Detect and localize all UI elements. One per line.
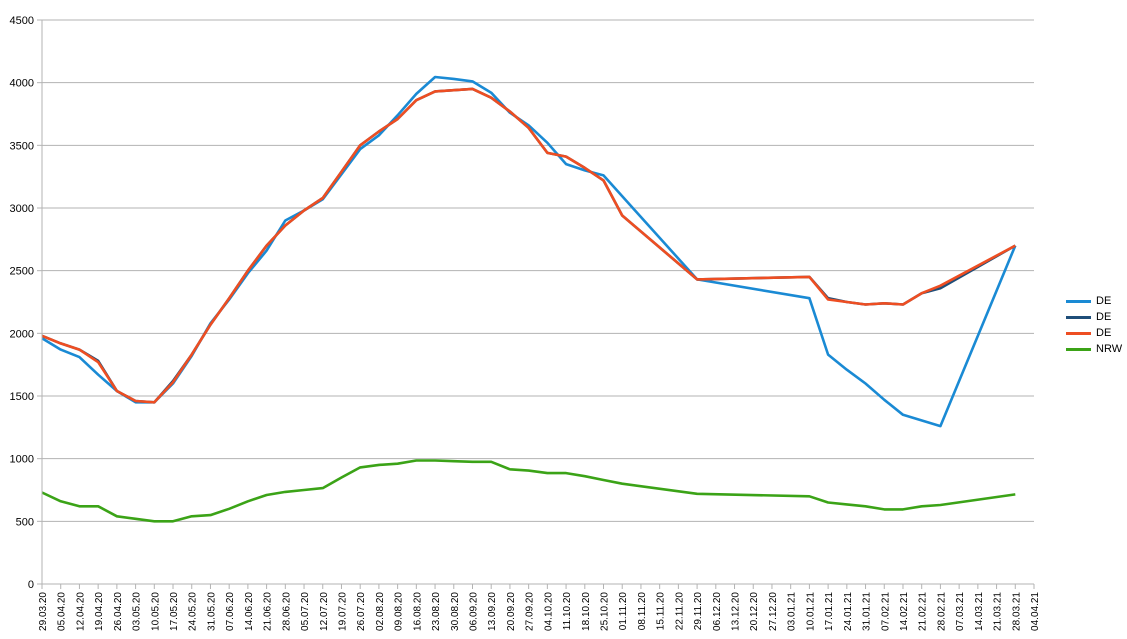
y-tick-label: 4000: [10, 78, 34, 90]
x-tick-label: 17.01.21: [824, 592, 835, 631]
x-tick-label: 02.08.20: [375, 592, 386, 631]
x-tick-label: 17.05.20: [169, 592, 180, 631]
y-tick-label: 4500: [10, 15, 34, 27]
y-axis-ticks: 0 500 1000 1500 2000 2500 3000 3500 4000 4500: [10, 15, 42, 591]
x-tick-label: 13.09.20: [487, 592, 498, 631]
legend-swatch: [1066, 331, 1091, 335]
legend-swatch: [1066, 315, 1091, 319]
y-tick-label: 500: [16, 516, 34, 528]
legend-label: DE: [1096, 295, 1112, 307]
x-tick-label: 13.12.20: [731, 592, 742, 631]
x-tick-label: 26.04.20: [113, 592, 124, 631]
x-tick-label: 07.06.20: [225, 592, 236, 631]
x-tick-label: 08.11.20: [637, 592, 648, 631]
x-tick-label: 05.04.20: [57, 592, 68, 631]
x-tick-label: 06.12.20: [712, 592, 723, 631]
y-tick-label: 1500: [10, 391, 34, 403]
x-tick-label: 04.04.21: [1030, 592, 1041, 631]
x-tick-label: 19.04.20: [94, 592, 105, 631]
y-tick-label: 3000: [10, 203, 34, 215]
x-tick-label: 16.08.20: [412, 592, 423, 631]
x-tick-label: 03.01.21: [787, 592, 798, 631]
x-axis-ticks: 29.03.20 05.04.20 12.04.20 19.04.20 26.04.20…: [38, 584, 1041, 631]
x-tick-label: 28.03.21: [1011, 592, 1022, 631]
x-tick-label: 21.02.21: [918, 592, 929, 631]
x-tick-label: 21.06.20: [263, 592, 274, 631]
x-tick-label: 28.02.21: [936, 592, 947, 631]
legend-label: DE: [1096, 311, 1112, 323]
legend: DE DE DE NRW: [1066, 293, 1122, 357]
x-tick-label: 28.06.20: [281, 592, 292, 631]
x-tick-label: 27.09.20: [525, 592, 536, 631]
legend-item: DE: [1066, 293, 1122, 309]
x-tick-label: 26.07.20: [356, 592, 367, 631]
legend-label: DE: [1096, 327, 1112, 339]
x-tick-label: 07.03.21: [955, 592, 966, 631]
x-tick-label: 11.10.20: [562, 592, 573, 631]
x-tick-label: 24.05.20: [188, 592, 199, 631]
x-tick-label: 19.07.20: [337, 592, 348, 631]
x-tick-label: 07.02.21: [880, 592, 891, 631]
y-tick-label: 2000: [10, 328, 34, 340]
legend-swatch: [1066, 299, 1091, 303]
legend-swatch: [1066, 347, 1091, 351]
x-tick-label: 24.01.21: [843, 592, 854, 631]
x-tick-label: 12.07.20: [319, 592, 330, 631]
x-tick-label: 21.03.21: [993, 592, 1004, 631]
x-tick-label: 23.08.20: [431, 592, 442, 631]
x-tick-label: 01.11.20: [618, 592, 629, 631]
y-tick-label: 0: [28, 579, 34, 591]
legend-item: NRW: [1066, 341, 1122, 357]
x-tick-label: 25.10.20: [600, 592, 611, 631]
x-tick-label: 20.12.20: [749, 592, 760, 631]
x-tick-label: 05.07.20: [300, 592, 311, 631]
x-tick-label: 18.10.20: [581, 592, 592, 631]
legend-item: DE: [1066, 309, 1122, 325]
x-tick-label: 06.09.20: [468, 592, 479, 631]
x-tick-label: 29.03.20: [38, 592, 49, 631]
x-tick-label: 22.11.20: [674, 592, 685, 631]
series-lines: [41, 75, 1017, 523]
x-tick-label: 10.05.20: [150, 592, 161, 631]
x-tick-label: 31.05.20: [206, 592, 217, 631]
x-tick-label: 31.01.21: [862, 592, 873, 631]
series-line-nrw: [41, 459, 1016, 523]
x-tick-label: 09.08.20: [394, 592, 405, 631]
x-tick-label: 03.05.20: [132, 592, 143, 631]
legend-item: DE: [1066, 325, 1122, 341]
y-tick-label: 3500: [10, 140, 34, 152]
x-tick-label: 29.11.20: [693, 592, 704, 631]
x-tick-label: 10.01.21: [805, 592, 816, 631]
x-tick-label: 04.10.20: [543, 592, 554, 631]
y-tick-label: 1000: [10, 454, 34, 466]
x-tick-label: 30.08.20: [450, 592, 461, 631]
series-line-de: [41, 87, 1016, 404]
x-tick-label: 14.06.20: [244, 592, 255, 631]
series-line-de: [41, 87, 1016, 404]
y-tick-label: 2500: [10, 266, 34, 278]
x-tick-label: 12.04.20: [75, 592, 86, 631]
x-tick-label: 20.09.20: [506, 592, 517, 631]
x-tick-label: 15.11.20: [656, 592, 667, 631]
x-tick-label: 27.12.20: [768, 592, 779, 631]
legend-label: NRW: [1096, 343, 1123, 355]
x-tick-label: 14.02.21: [899, 592, 910, 631]
x-tick-label: 14.03.21: [974, 592, 985, 631]
grid: [42, 19, 1034, 585]
